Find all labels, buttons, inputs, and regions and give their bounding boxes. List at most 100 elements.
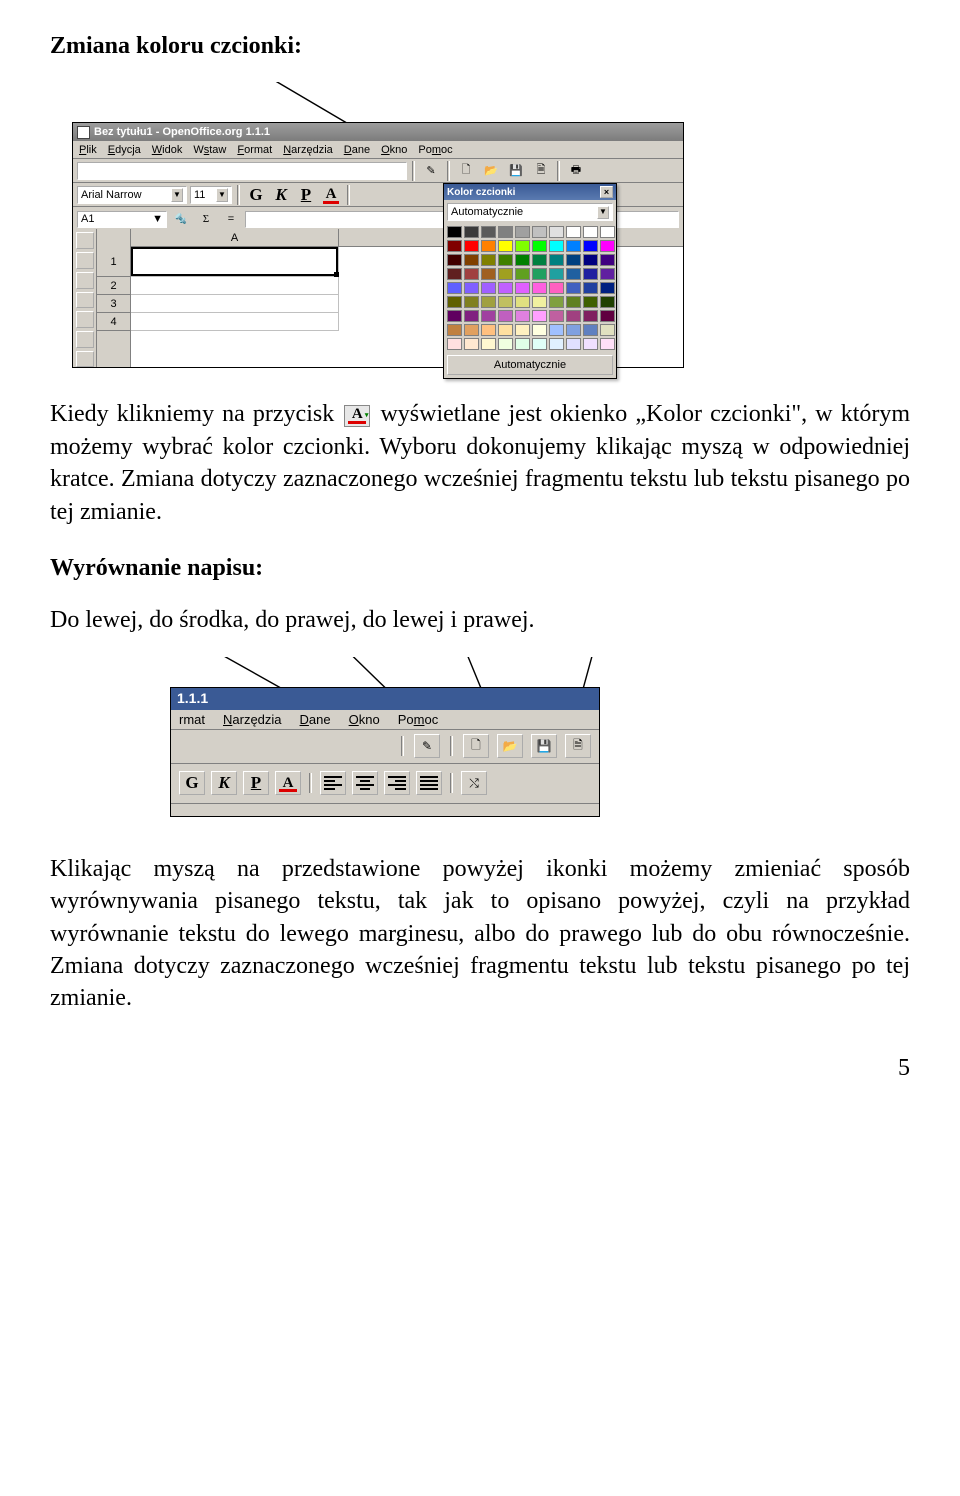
bold-button[interactable]: G bbox=[245, 185, 267, 205]
menu2-rmat[interactable]: rmat bbox=[179, 712, 205, 727]
open-icon[interactable]: 📂 bbox=[480, 161, 502, 181]
color-swatch[interactable] bbox=[464, 324, 479, 336]
color-swatch[interactable] bbox=[549, 338, 564, 350]
menu-format[interactable]: Format bbox=[237, 144, 272, 156]
menu2-okno[interactable]: Okno bbox=[349, 712, 380, 727]
color-swatch[interactable] bbox=[600, 296, 615, 308]
menu-pomoc[interactable]: Pomoc bbox=[418, 144, 452, 156]
color-swatch[interactable] bbox=[498, 240, 513, 252]
color-swatch[interactable] bbox=[600, 310, 615, 322]
color-swatch[interactable] bbox=[600, 338, 615, 350]
color-swatch[interactable] bbox=[464, 310, 479, 322]
color-swatch[interactable] bbox=[549, 324, 564, 336]
color-swatch[interactable] bbox=[583, 226, 598, 238]
open-icon[interactable]: 📂 bbox=[497, 734, 523, 758]
color-swatch[interactable] bbox=[515, 254, 530, 266]
color-swatch[interactable] bbox=[549, 254, 564, 266]
color-swatch[interactable] bbox=[600, 254, 615, 266]
align-center-button[interactable] bbox=[352, 771, 378, 795]
color-swatch[interactable] bbox=[532, 226, 547, 238]
color-swatch[interactable] bbox=[498, 324, 513, 336]
tool-btn[interactable] bbox=[76, 311, 94, 328]
color-swatch[interactable] bbox=[549, 240, 564, 252]
tool-btn[interactable] bbox=[76, 351, 94, 368]
color-swatch[interactable] bbox=[566, 226, 581, 238]
menubar[interactable]: Plik Edycja Widok Wstaw Format Narzędzia… bbox=[73, 141, 683, 159]
color-swatch[interactable] bbox=[600, 268, 615, 280]
color-swatch[interactable] bbox=[549, 296, 564, 308]
menu-plik[interactable]: Plik bbox=[79, 144, 97, 156]
color-swatch[interactable] bbox=[549, 226, 564, 238]
auto-combo[interactable]: Automatycznie ▼ bbox=[447, 203, 613, 221]
underline-button[interactable]: P bbox=[295, 185, 317, 205]
menu-wstaw[interactable]: Wstaw bbox=[193, 144, 226, 156]
sum-icon[interactable]: Σ bbox=[195, 209, 217, 229]
font-size-combo[interactable]: 11 ▼ bbox=[190, 186, 232, 204]
tool-btn[interactable] bbox=[76, 331, 94, 348]
color-swatch[interactable] bbox=[464, 240, 479, 252]
tool-btn[interactable] bbox=[76, 272, 94, 289]
color-swatch[interactable] bbox=[464, 226, 479, 238]
dropdown-icon[interactable]: ▼ bbox=[152, 213, 163, 225]
color-swatch[interactable] bbox=[583, 268, 598, 280]
color-swatch[interactable] bbox=[464, 296, 479, 308]
bold-button[interactable]: G bbox=[179, 771, 205, 795]
color-swatch[interactable] bbox=[532, 268, 547, 280]
italic-button[interactable]: K bbox=[211, 771, 237, 795]
menubar2[interactable]: rmat Narzędzia Dane Okno Pomoc bbox=[171, 710, 599, 730]
fx-icon[interactable]: 🔩 bbox=[170, 209, 192, 229]
color-swatch[interactable] bbox=[600, 226, 615, 238]
color-swatch[interactable] bbox=[549, 310, 564, 322]
color-swatch[interactable] bbox=[498, 296, 513, 308]
color-swatch[interactable] bbox=[481, 296, 496, 308]
tool-btn[interactable] bbox=[76, 292, 94, 309]
color-swatch[interactable] bbox=[515, 282, 530, 294]
menu2-dane[interactable]: Dane bbox=[300, 712, 331, 727]
color-swatch[interactable] bbox=[583, 324, 598, 336]
color-swatch[interactable] bbox=[515, 324, 530, 336]
color-swatch[interactable] bbox=[600, 282, 615, 294]
color-swatch[interactable] bbox=[447, 282, 462, 294]
color-swatch[interactable] bbox=[464, 282, 479, 294]
menu-okno[interactable]: Okno bbox=[381, 144, 407, 156]
color-swatch[interactable] bbox=[481, 240, 496, 252]
color-swatch[interactable] bbox=[583, 296, 598, 308]
merge-icon[interactable]: ⤭ bbox=[461, 771, 487, 795]
color-swatch[interactable] bbox=[498, 268, 513, 280]
menu-narzedzia[interactable]: Narzędzia bbox=[283, 144, 333, 156]
color-swatch[interactable] bbox=[481, 254, 496, 266]
color-swatch[interactable] bbox=[447, 268, 462, 280]
color-swatch[interactable] bbox=[481, 310, 496, 322]
row-header-4[interactable]: 4 bbox=[97, 313, 130, 331]
color-swatch[interactable] bbox=[583, 254, 598, 266]
color-swatch[interactable] bbox=[566, 268, 581, 280]
font-color-button[interactable]: A bbox=[320, 185, 342, 205]
equals-icon[interactable]: = bbox=[220, 209, 242, 229]
color-swatch[interactable] bbox=[481, 226, 496, 238]
color-swatch[interactable] bbox=[566, 240, 581, 252]
color-swatch[interactable] bbox=[515, 296, 530, 308]
color-swatch[interactable] bbox=[447, 310, 462, 322]
cell-reference-box[interactable]: A1 ▼ bbox=[77, 211, 167, 228]
row-header-1[interactable]: 1 bbox=[97, 247, 130, 277]
color-swatch[interactable] bbox=[566, 282, 581, 294]
color-swatch[interactable] bbox=[532, 254, 547, 266]
url-input[interactable] bbox=[77, 162, 407, 180]
color-swatch[interactable] bbox=[498, 282, 513, 294]
edit-icon[interactable]: ✎ bbox=[420, 161, 442, 181]
menu-dane[interactable]: Dane bbox=[344, 144, 370, 156]
color-swatch[interactable] bbox=[464, 254, 479, 266]
color-swatch[interactable] bbox=[481, 268, 496, 280]
color-swatch[interactable] bbox=[498, 338, 513, 350]
color-swatch[interactable] bbox=[447, 254, 462, 266]
auto-button[interactable]: Automatycznie bbox=[447, 355, 613, 375]
color-swatch[interactable] bbox=[583, 240, 598, 252]
color-swatch[interactable] bbox=[515, 338, 530, 350]
underline-button[interactable]: P bbox=[243, 771, 269, 795]
dropdown-icon[interactable]: ▼ bbox=[216, 188, 228, 202]
dropdown-icon[interactable]: ▼ bbox=[597, 206, 609, 219]
menu2-narz[interactable]: Narzędzia bbox=[223, 712, 282, 727]
color-swatch[interactable] bbox=[566, 296, 581, 308]
tool-btn[interactable] bbox=[76, 232, 94, 249]
color-swatch[interactable] bbox=[549, 282, 564, 294]
